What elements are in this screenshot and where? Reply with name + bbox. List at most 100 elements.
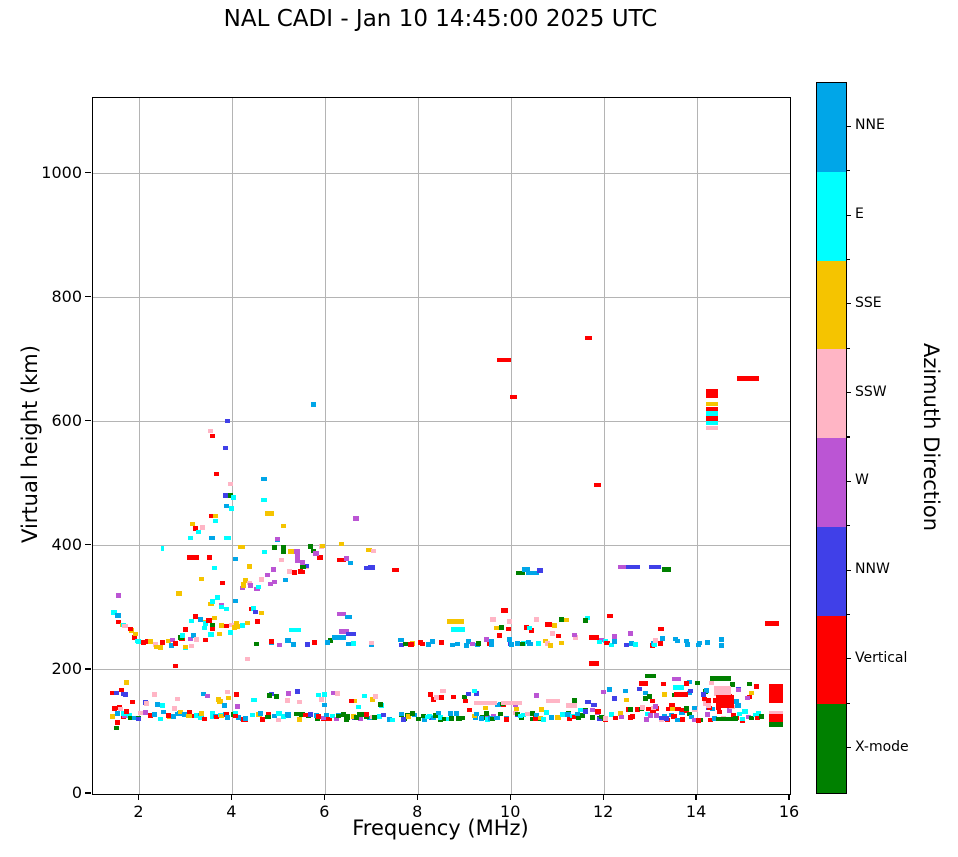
colorbar-tick-mark xyxy=(847,125,851,127)
data-tile xyxy=(258,610,264,616)
data-tile xyxy=(122,623,128,629)
data-tile xyxy=(705,640,711,645)
data-tile xyxy=(209,710,215,716)
data-tile xyxy=(740,716,746,722)
data-tile xyxy=(310,548,316,554)
data-tile xyxy=(769,722,784,727)
colorbar-tick-mark xyxy=(847,747,851,749)
colorbar-tick-label: W xyxy=(855,472,869,489)
data-tile xyxy=(438,640,445,645)
data-tile xyxy=(430,715,436,721)
data-tile xyxy=(613,715,619,721)
data-tile xyxy=(271,713,277,719)
data-tile xyxy=(691,705,697,711)
data-tile xyxy=(442,716,448,722)
colorbar-segment-NNW xyxy=(817,526,846,616)
data-tile xyxy=(166,638,172,644)
colorbar-segment-NNE xyxy=(817,83,846,172)
data-tile xyxy=(543,638,549,644)
y-axis-label: Virtual height (km) xyxy=(18,345,42,543)
data-tile xyxy=(669,702,675,708)
x-gridline xyxy=(603,98,605,794)
data-tile xyxy=(601,689,607,695)
x-tick-mark xyxy=(788,794,790,800)
data-tile xyxy=(307,544,313,549)
data-tile xyxy=(644,711,651,717)
y-gridline xyxy=(93,173,790,175)
data-tile xyxy=(340,712,347,717)
data-tile xyxy=(226,695,232,701)
data-tile xyxy=(219,604,225,610)
colorbar-boundary-tick xyxy=(847,525,850,527)
data-tile xyxy=(524,711,530,717)
data-tile xyxy=(591,702,597,708)
data-tile xyxy=(178,709,184,715)
data-tile xyxy=(524,625,530,630)
x-tick-label: 4 xyxy=(226,802,237,821)
data-tile xyxy=(228,506,235,511)
data-tile xyxy=(210,433,216,439)
data-tile xyxy=(705,712,711,717)
data-tile xyxy=(358,712,364,717)
colorbar-boundary-tick xyxy=(847,170,850,172)
data-tile xyxy=(543,710,549,715)
data-tile xyxy=(208,601,214,607)
x-tick-mark xyxy=(137,794,140,800)
data-tile xyxy=(705,406,718,412)
data-tile xyxy=(695,718,702,723)
data-tile xyxy=(343,556,349,561)
data-tile xyxy=(590,715,596,720)
data-tile xyxy=(189,713,195,719)
data-tile xyxy=(545,622,551,627)
x-tick-label: 16 xyxy=(778,802,800,821)
data-tile xyxy=(471,688,478,694)
data-tile xyxy=(708,717,714,723)
data-tile xyxy=(696,640,702,646)
data-tile xyxy=(706,703,712,708)
data-tile xyxy=(625,564,640,570)
data-tile xyxy=(534,693,540,698)
data-tile xyxy=(488,642,494,647)
data-tile xyxy=(154,644,160,650)
data-tile xyxy=(275,717,281,723)
data-tile xyxy=(497,633,503,638)
data-tile xyxy=(206,618,212,623)
data-tile xyxy=(157,645,164,650)
data-tile xyxy=(611,696,617,701)
data-tile xyxy=(433,695,439,700)
data-tile xyxy=(366,547,372,553)
data-tile xyxy=(212,615,218,621)
data-tile xyxy=(350,714,356,719)
data-tile xyxy=(685,642,691,647)
data-tile xyxy=(521,567,531,572)
data-tile xyxy=(652,642,658,648)
x-tick-label: 8 xyxy=(412,802,423,821)
data-tile xyxy=(250,606,257,611)
data-tile xyxy=(114,720,120,725)
data-tile xyxy=(210,626,216,631)
data-tile xyxy=(661,692,667,697)
data-tile xyxy=(706,698,712,703)
data-tile xyxy=(730,713,736,718)
data-tile xyxy=(219,713,225,719)
data-tile xyxy=(372,694,378,699)
data-tile xyxy=(596,639,602,645)
data-tile xyxy=(649,698,656,704)
data-tile xyxy=(370,548,376,554)
data-tile xyxy=(439,695,445,700)
data-tile xyxy=(271,545,277,550)
data-tile xyxy=(135,639,141,644)
data-tile xyxy=(207,428,213,434)
data-tile xyxy=(314,716,320,722)
data-tile xyxy=(322,702,328,708)
x-gridline xyxy=(510,98,512,794)
data-tile xyxy=(346,641,352,647)
data-tile xyxy=(239,623,245,628)
data-tile xyxy=(369,714,375,720)
data-tile xyxy=(415,716,421,722)
data-tile xyxy=(260,717,266,722)
data-tile xyxy=(236,715,242,720)
data-tile xyxy=(506,626,512,632)
data-tile xyxy=(330,690,337,696)
data-tile xyxy=(705,425,718,431)
